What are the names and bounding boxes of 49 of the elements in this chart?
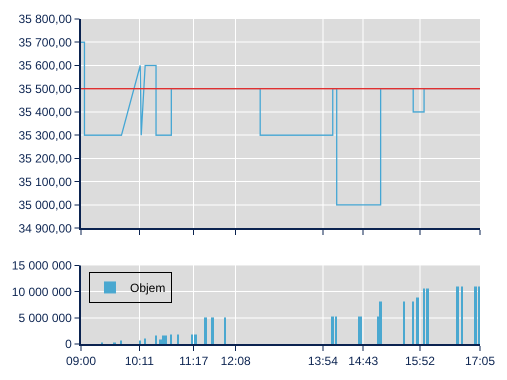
y-tick-label: 34 900,00 xyxy=(18,221,72,236)
x-tick-label: 09:00 xyxy=(66,354,96,368)
bar xyxy=(162,335,165,344)
y-tick-label: 35 600,00 xyxy=(18,58,72,73)
bar xyxy=(155,335,157,344)
y-tick-label: 35 100,00 xyxy=(18,174,72,189)
bar xyxy=(416,297,419,344)
bar xyxy=(331,316,334,344)
y-tick-label: 35 400,00 xyxy=(18,105,72,120)
x-tick-label: 14:43 xyxy=(348,354,379,368)
y-tick-label: 35 200,00 xyxy=(18,152,72,166)
bar xyxy=(335,316,337,344)
bar xyxy=(139,340,141,344)
x-tick-label: 13:54 xyxy=(308,354,338,368)
x-tick-label: 12:08 xyxy=(220,354,251,368)
bar xyxy=(144,338,146,344)
bar xyxy=(403,301,405,344)
bar xyxy=(165,335,167,344)
legend-label: Objem xyxy=(130,281,166,296)
bar xyxy=(194,334,197,344)
y-tick-label: 15 000 000 xyxy=(12,258,72,273)
bar xyxy=(478,286,480,344)
y-tick-label: 0 xyxy=(65,337,72,352)
y-tick-label: 10 000 000 xyxy=(12,284,72,299)
bar xyxy=(211,317,214,344)
x-tick-label: 10:11 xyxy=(124,354,154,368)
bar xyxy=(426,288,429,344)
bar xyxy=(170,334,172,344)
y-tick-label: 35 500,00 xyxy=(18,82,72,96)
y-tick-label: 35 800,00 xyxy=(18,12,72,26)
bar xyxy=(159,339,162,344)
y-tick-label: 35 000,00 xyxy=(18,198,72,212)
y-tick-label: 35 700,00 xyxy=(18,35,72,50)
bar xyxy=(224,317,226,344)
bar xyxy=(177,334,179,344)
y-tick-label: 35 300,00 xyxy=(18,128,72,142)
bar xyxy=(423,288,425,344)
bar xyxy=(120,340,122,344)
x-tick-label: 15:52 xyxy=(404,354,436,368)
bar xyxy=(204,317,207,344)
bar xyxy=(191,334,193,344)
bar xyxy=(474,286,477,344)
x-tick-label: 17:05 xyxy=(464,354,496,368)
y-tick-label: 5 000 000 xyxy=(18,311,72,326)
bar xyxy=(379,301,382,344)
x-tick-label: 11:17 xyxy=(179,354,209,368)
bar xyxy=(461,286,463,344)
bar xyxy=(412,301,414,344)
bar xyxy=(456,286,459,344)
